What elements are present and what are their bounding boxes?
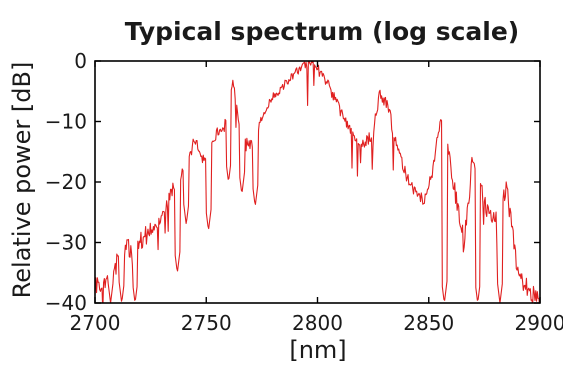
spectrum-line: [95, 61, 540, 303]
x-axis-label: [nm]: [289, 336, 346, 364]
chart-title: Typical spectrum (log scale): [125, 17, 519, 46]
y-tick-label: −20: [45, 170, 87, 194]
x-tick-label: 2800: [292, 311, 343, 335]
x-tick-label: 2900: [515, 311, 563, 335]
plot-area: 2700 2750 2800 2850 2900 0 −10 −20 −30 −40: [45, 49, 563, 335]
y-tick-label: −30: [45, 231, 87, 255]
y-axis-label: Relative power [dB]: [8, 62, 36, 299]
y-tick-label: −40: [45, 291, 87, 315]
x-tick-label: 2850: [403, 311, 454, 335]
y-tick-label: 0: [74, 49, 87, 73]
x-tick-label: 2700: [70, 311, 121, 335]
x-tick-label: 2750: [181, 311, 232, 335]
plot-frame: [94, 60, 541, 304]
y-tick-label: −10: [45, 110, 87, 134]
